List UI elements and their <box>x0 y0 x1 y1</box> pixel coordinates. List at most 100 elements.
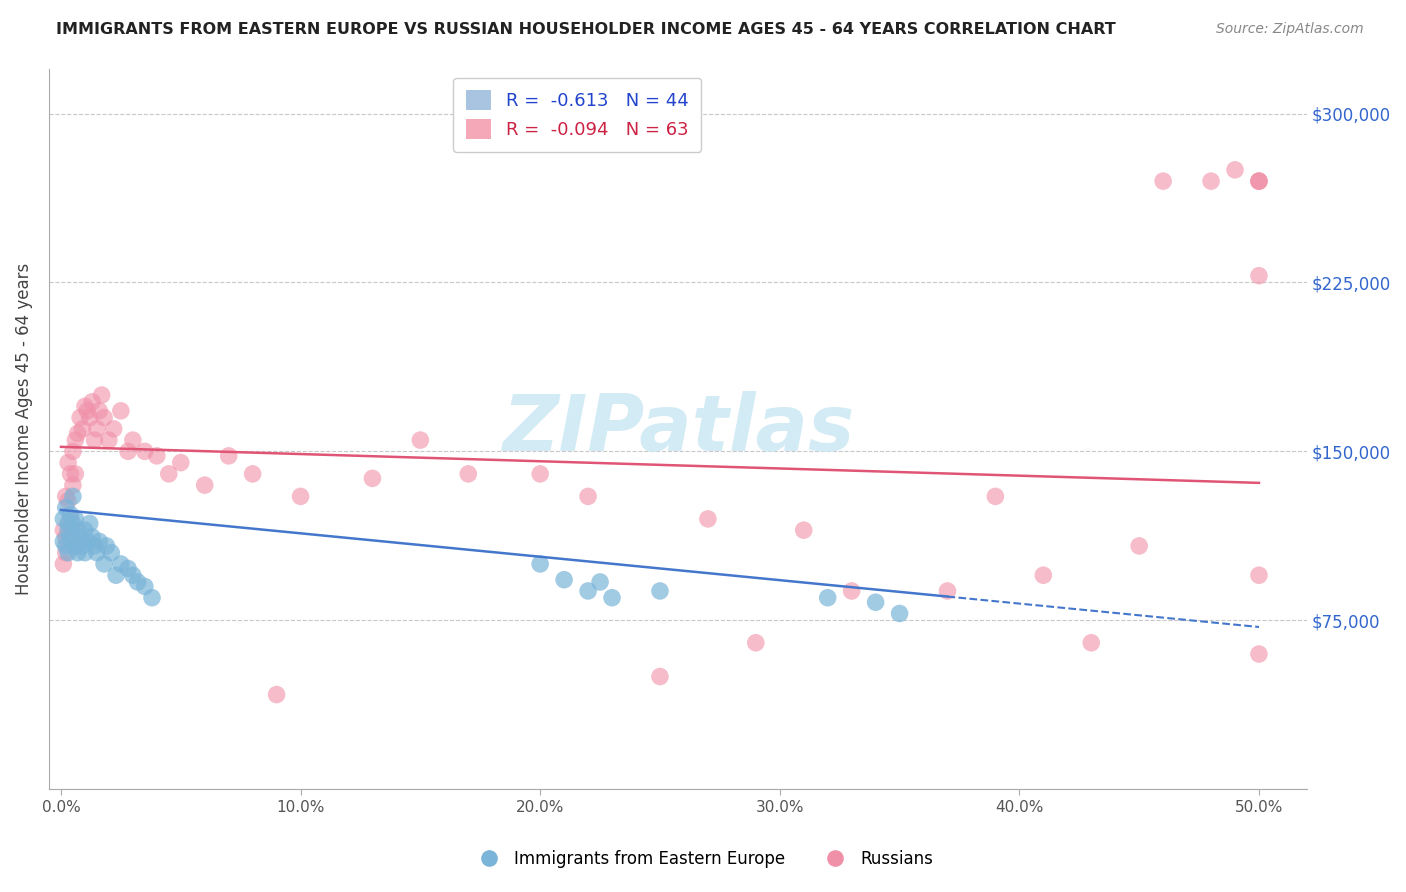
Point <box>59 467 82 481</box>
Point <box>55 500 77 515</box>
Point <box>52 512 75 526</box>
Point <box>889 607 911 621</box>
Point <box>55 539 77 553</box>
Point <box>56 456 79 470</box>
Point <box>65 433 87 447</box>
Point <box>65 512 87 526</box>
Point <box>62 478 84 492</box>
Point <box>121 568 143 582</box>
Point <box>89 404 111 418</box>
Point <box>66 546 89 560</box>
Point <box>127 574 149 589</box>
Text: ZIPatlas: ZIPatlas <box>502 391 853 467</box>
Point <box>529 467 551 481</box>
Point <box>65 467 87 481</box>
Point <box>817 591 839 605</box>
Point <box>83 433 105 447</box>
Point <box>984 489 1007 503</box>
Point <box>1247 174 1270 188</box>
Point <box>266 688 288 702</box>
Point <box>841 584 863 599</box>
Point <box>103 422 125 436</box>
Point <box>96 539 118 553</box>
Point <box>69 530 91 544</box>
Point <box>52 523 75 537</box>
Point <box>242 467 264 481</box>
Point <box>134 579 156 593</box>
Point <box>79 410 101 425</box>
Point <box>79 516 101 531</box>
Point <box>117 561 139 575</box>
Point <box>62 516 84 531</box>
Point <box>1247 568 1270 582</box>
Point <box>82 530 104 544</box>
Point <box>409 433 432 447</box>
Point <box>146 449 169 463</box>
Point <box>62 489 84 503</box>
Point <box>170 456 193 470</box>
Point <box>110 557 132 571</box>
Point <box>589 574 612 589</box>
Point <box>76 534 98 549</box>
Point <box>1247 174 1270 188</box>
Point <box>576 489 599 503</box>
Point <box>1247 268 1270 283</box>
Point <box>89 534 111 549</box>
Y-axis label: Householder Income Ages 45 - 64 years: Householder Income Ages 45 - 64 years <box>15 263 32 595</box>
Point <box>100 546 122 560</box>
Point <box>52 534 75 549</box>
Point <box>86 422 108 436</box>
Point <box>134 444 156 458</box>
Point <box>73 523 96 537</box>
Point <box>696 512 718 526</box>
Point <box>1223 162 1246 177</box>
Point <box>936 584 959 599</box>
Point <box>56 494 79 508</box>
Point <box>457 467 479 481</box>
Point <box>793 523 815 537</box>
Point <box>72 539 94 553</box>
Point <box>1199 174 1222 188</box>
Text: IMMIGRANTS FROM EASTERN EUROPE VS RUSSIAN HOUSEHOLDER INCOME AGES 45 - 64 YEARS : IMMIGRANTS FROM EASTERN EUROPE VS RUSSIA… <box>56 22 1116 37</box>
Point <box>1128 539 1150 553</box>
Point <box>290 489 312 503</box>
Point <box>59 508 82 522</box>
Point <box>576 584 599 599</box>
Point <box>86 546 108 560</box>
Text: Source: ZipAtlas.com: Source: ZipAtlas.com <box>1216 22 1364 37</box>
Point <box>56 546 79 560</box>
Legend: R =  -0.613   N = 44, R =  -0.094   N = 63: R = -0.613 N = 44, R = -0.094 N = 63 <box>453 78 702 152</box>
Point <box>97 433 120 447</box>
Point <box>66 523 89 537</box>
Point <box>1247 647 1270 661</box>
Point <box>93 410 115 425</box>
Point <box>1247 174 1270 188</box>
Point <box>82 394 104 409</box>
Point <box>59 512 82 526</box>
Point <box>529 557 551 571</box>
Point <box>121 433 143 447</box>
Point <box>72 422 94 436</box>
Point <box>55 489 77 503</box>
Point <box>865 595 887 609</box>
Point <box>59 530 82 544</box>
Point <box>73 546 96 560</box>
Point <box>56 523 79 537</box>
Point <box>110 404 132 418</box>
Point <box>648 669 671 683</box>
Point <box>73 400 96 414</box>
Point <box>1032 568 1054 582</box>
Point <box>1152 174 1174 188</box>
Point <box>218 449 240 463</box>
Point <box>157 467 180 481</box>
Point <box>105 568 128 582</box>
Point <box>56 516 79 531</box>
Point <box>52 557 75 571</box>
Legend: Immigrants from Eastern Europe, Russians: Immigrants from Eastern Europe, Russians <box>465 844 941 875</box>
Point <box>553 573 575 587</box>
Point <box>600 591 623 605</box>
Point <box>93 557 115 571</box>
Point <box>648 584 671 599</box>
Point <box>55 530 77 544</box>
Point <box>141 591 163 605</box>
